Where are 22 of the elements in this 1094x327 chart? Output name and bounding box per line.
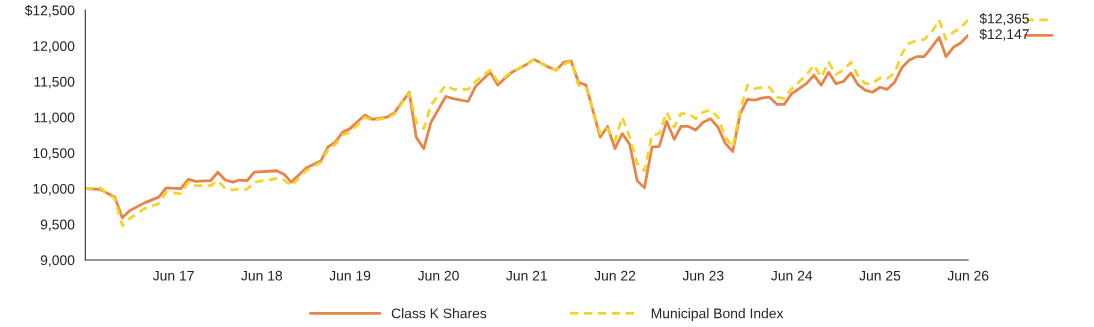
x-tick-label: Jun 23 <box>682 270 724 281</box>
y-tick-label: 9,000 <box>40 255 75 267</box>
y-tick-label: 11,000 <box>34 112 75 125</box>
x-tick-label: Jun 18 <box>241 270 283 281</box>
x-tick-label: Jun 19 <box>329 270 371 281</box>
x-tick-label: Jun 25 <box>859 270 901 281</box>
y-tick-label: 10,000 <box>33 183 75 196</box>
legend-label: Municipal Bond Index <box>651 308 784 322</box>
x-tick-label: Jun 17 <box>152 270 194 281</box>
x-tick-label: Jun 20 <box>417 270 459 281</box>
y-tick-label: 12,000 <box>33 41 75 53</box>
legend-label: Class K Shares <box>391 308 487 319</box>
x-tick-label: Jun 24 <box>771 270 813 281</box>
x-tick-label: Jun 21 <box>506 270 547 281</box>
annotation: $12,365 <box>979 13 1029 26</box>
x-tick-label: Jun 22 <box>594 270 636 281</box>
annotation: $12,147 <box>979 28 1029 41</box>
y-tick-label: 10,500 <box>33 148 75 160</box>
x-tick-label: Jun 26 <box>947 270 989 281</box>
y-tick-label: 9,500 <box>40 219 75 232</box>
y-tick-label: $12,500 <box>24 4 75 17</box>
y-tick-label: 11,500 <box>34 76 75 89</box>
